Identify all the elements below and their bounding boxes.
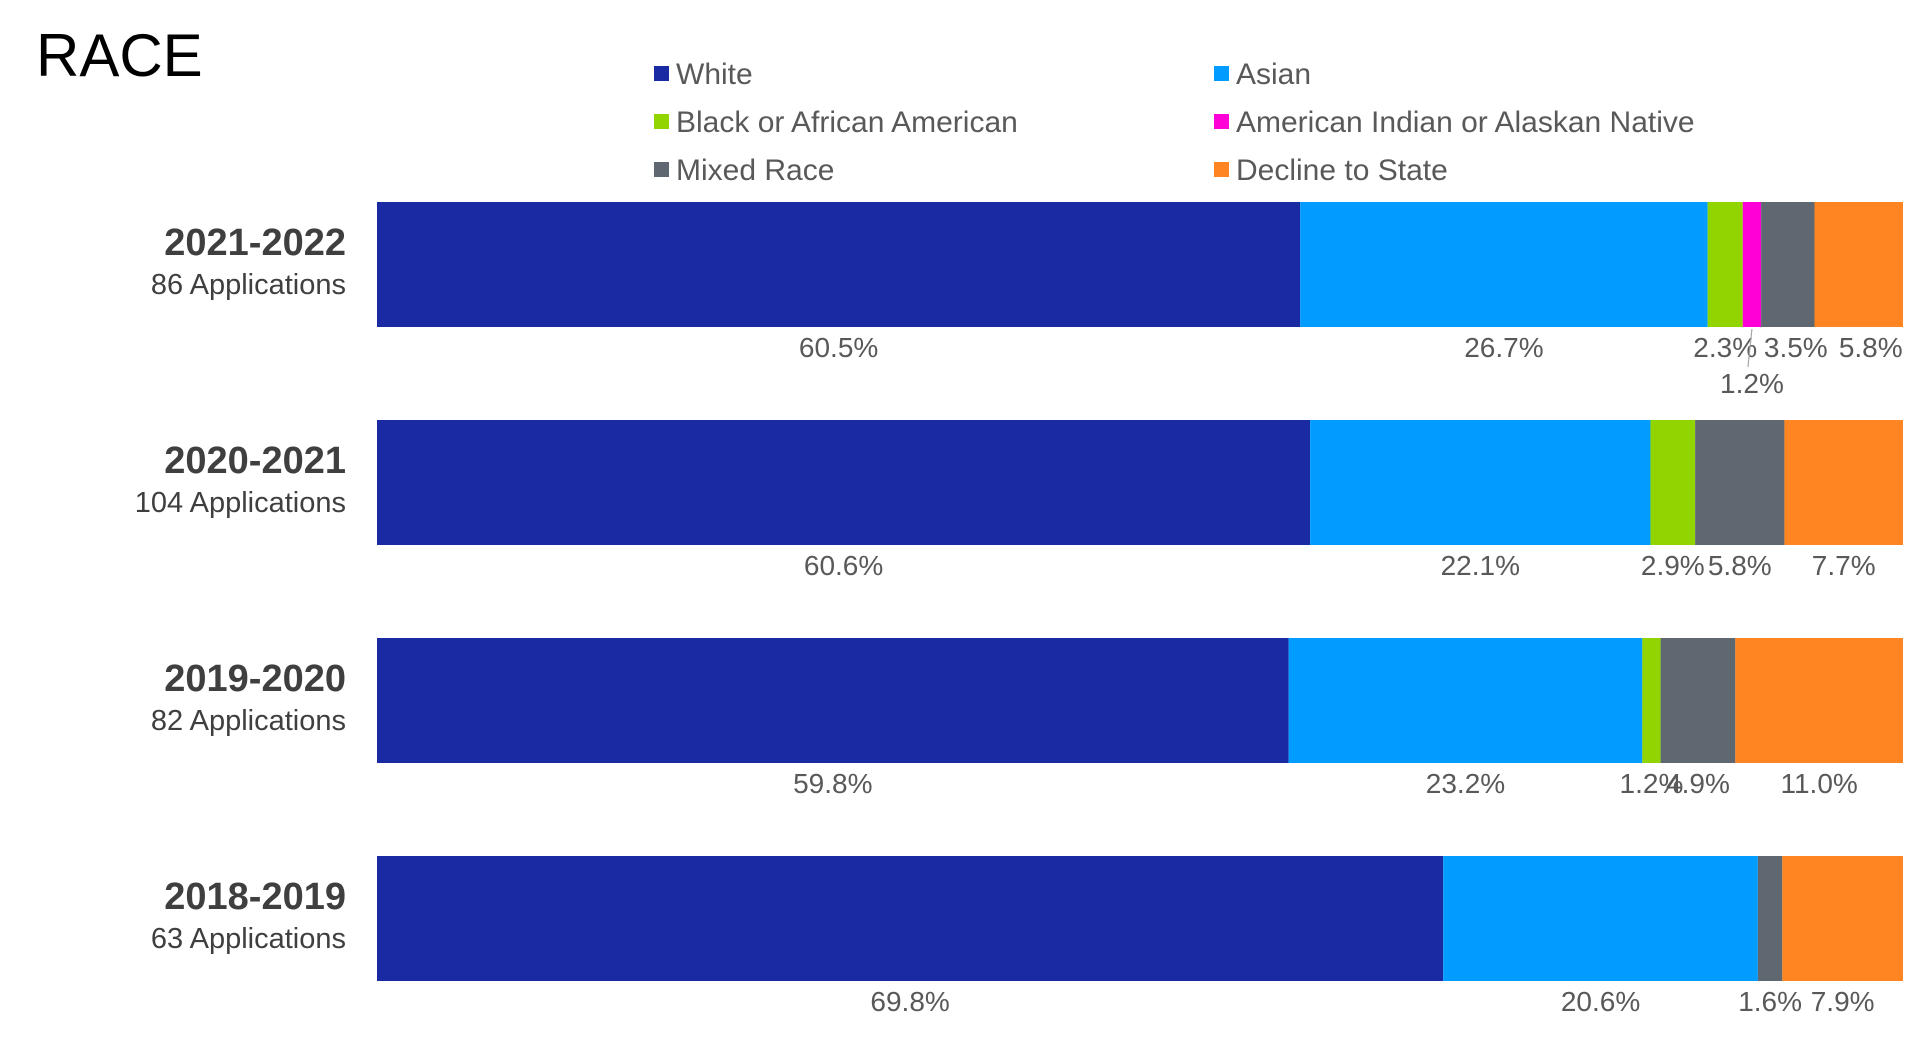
bar-segment-black-or-african-american <box>1707 202 1743 327</box>
legend-item-american-indian-or-alaskan-native: American Indian or Alaskan Native <box>1214 106 1695 139</box>
legend-label: White <box>676 58 753 91</box>
data-label: 7.9% <box>1811 986 1875 1017</box>
data-label: 5.8% <box>1708 550 1772 581</box>
category-subtitle: 82 Applications <box>151 705 346 737</box>
bar-segment-asian <box>1300 202 1708 327</box>
label-leader-line <box>1747 328 1753 368</box>
bar-segment-mixed-race <box>1761 202 1815 327</box>
data-label: 69.8% <box>870 986 949 1017</box>
bar-segment-decline-to-state <box>1814 202 1903 327</box>
bar-segment-white <box>377 420 1311 545</box>
legend-swatch <box>1214 114 1229 129</box>
data-label: 5.8% <box>1839 332 1903 363</box>
data-label: 2.3% <box>1693 332 1757 363</box>
bar-segment-white <box>377 856 1444 981</box>
data-label: 1.2% <box>1720 368 1784 399</box>
bar-rows: 2021-2022 86 Applications 60.5% 26.7% 2.3% 1.… <box>135 202 1903 1017</box>
bar-segment-black-or-african-american <box>1642 638 1661 763</box>
category-label: 2021-2022 <box>164 222 346 264</box>
legend-swatch <box>654 114 669 129</box>
legend-label: Decline to State <box>1236 154 1448 187</box>
bar-row-2020-2021: 2020-2021 104 Applications 60.6% 22.1% 2.9% 5… <box>135 420 1903 581</box>
bar-segment-mixed-race <box>1695 420 1785 545</box>
category-subtitle: 63 Applications <box>151 923 346 955</box>
legend-item-white: White <box>654 58 753 91</box>
data-label: 22.1% <box>1441 550 1520 581</box>
bar-row-2018-2019: 2018-2019 63 Applications 69.8% 20.6% 1.6% 7.… <box>151 856 1903 1017</box>
category-label: 2018-2019 <box>164 876 346 918</box>
legend-swatch <box>1214 66 1229 81</box>
bar-segment-mixed-race <box>1660 638 1736 763</box>
bar-segment-white <box>377 638 1289 763</box>
legend-label: Mixed Race <box>676 154 834 187</box>
bar-segment-white <box>377 202 1301 327</box>
legend-swatch <box>1214 162 1229 177</box>
data-label: 7.7% <box>1812 550 1876 581</box>
legend: White Asian Black or African American Ameri… <box>654 58 1695 187</box>
legend-label: Black or African American <box>676 106 1018 139</box>
bar-segment-black-or-african-american <box>1650 420 1696 545</box>
bar-segment-american-indian-or-alaskan-native <box>1742 202 1762 327</box>
legend-item-mixed-race: Mixed Race <box>654 154 834 187</box>
category-label: 2020-2021 <box>164 440 346 482</box>
category-subtitle: 104 Applications <box>135 487 346 519</box>
legend-item-decline-to-state: Decline to State <box>1214 154 1448 187</box>
legend-label: Asian <box>1236 58 1311 91</box>
legend-label: American Indian or Alaskan Native <box>1236 106 1695 139</box>
data-label: 20.6% <box>1561 986 1640 1017</box>
legend-item-asian: Asian <box>1214 58 1311 91</box>
bar-row-2019-2020: 2019-2020 82 Applications 59.8% 23.2% 1.2%4.… <box>151 638 1903 799</box>
data-label: 1.6% <box>1738 986 1802 1017</box>
bar-segment-mixed-race <box>1757 856 1783 981</box>
data-label: 1.2% <box>1620 768 1684 799</box>
data-label: 60.6% <box>804 550 883 581</box>
data-label: 59.8% <box>793 768 872 799</box>
data-label: 2.9% <box>1641 550 1705 581</box>
data-label: 23.2% <box>1426 768 1505 799</box>
bar-row-2021-2022: 2021-2022 86 Applications 60.5% 26.7% 2.3% 1.… <box>151 202 1903 399</box>
data-label: 26.7% <box>1464 332 1543 363</box>
legend-swatch <box>654 162 669 177</box>
category-subtitle: 86 Applications <box>151 269 346 301</box>
chart-title: RACE <box>36 22 203 89</box>
bar-segment-asian <box>1310 420 1651 545</box>
bar-segment-decline-to-state <box>1782 856 1903 981</box>
legend-swatch <box>654 66 669 81</box>
bar-segment-decline-to-state <box>1784 420 1903 545</box>
data-label: 11.0% <box>1780 768 1857 799</box>
legend-item-black-or-african-american: Black or African American <box>654 106 1018 139</box>
data-label: 3.5% <box>1764 332 1828 363</box>
bar-segment-decline-to-state <box>1735 638 1903 763</box>
data-label: 4.9% <box>1666 768 1730 799</box>
bar-segment-asian <box>1443 856 1758 981</box>
bar-segment-asian <box>1288 638 1643 763</box>
category-label: 2019-2020 <box>164 658 346 700</box>
data-label: 60.5% <box>799 332 878 363</box>
